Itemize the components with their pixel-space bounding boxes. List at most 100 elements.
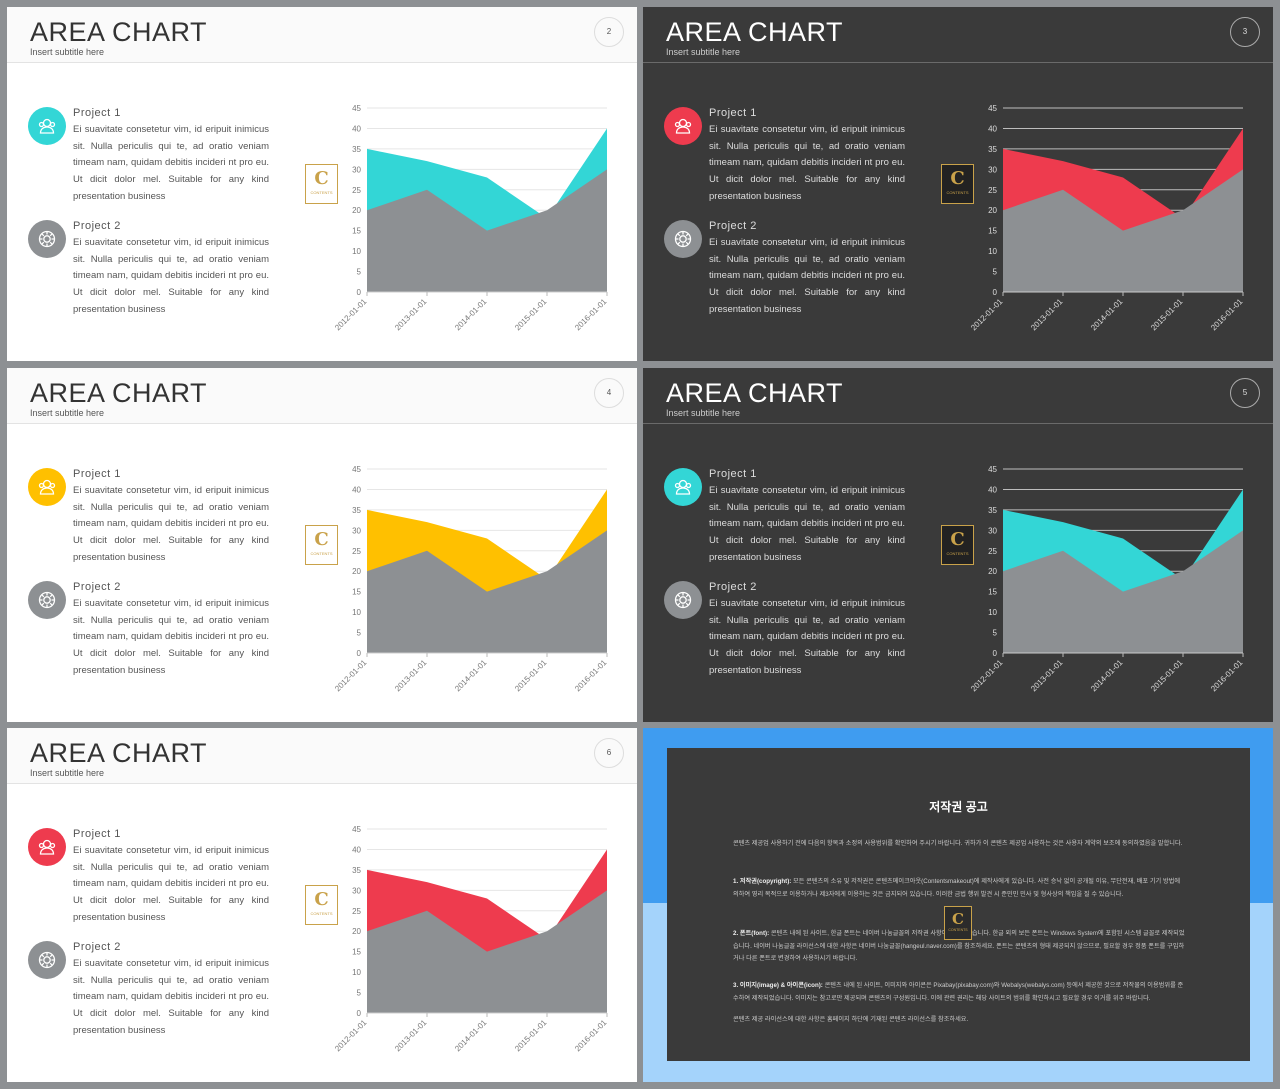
- users-icon: [28, 468, 66, 506]
- y-tick-label: 40: [988, 485, 997, 494]
- x-tick-label: 2013-01-01: [393, 658, 429, 694]
- project-name: Project 1: [709, 468, 757, 480]
- brand-logo: C CONTENTS: [305, 525, 338, 565]
- slide-title: AREA CHART: [30, 378, 208, 408]
- project-description: Ei suavitate consetetur vim, id eripuit …: [709, 237, 905, 315]
- y-tick-label: 40: [352, 845, 361, 854]
- x-tick-label: 2013-01-01: [1029, 658, 1065, 694]
- y-tick-label: 0: [993, 288, 998, 297]
- project-name: Project 2: [709, 220, 757, 232]
- area-series-2: [367, 890, 607, 1013]
- page-number: 5: [1230, 378, 1260, 408]
- slide-subtitle: Insert subtitle here: [30, 47, 105, 57]
- y-tick-label: 20: [988, 567, 997, 576]
- y-tick-label: 20: [352, 927, 361, 936]
- y-tick-label: 0: [993, 649, 998, 658]
- x-tick-label: 2016-01-01: [573, 297, 609, 333]
- notice-paragraph-1: 1. 저작권(copyright): 모든 콘텐츠의 소유 및 저작권은 콘텐츠…: [733, 878, 1181, 898]
- y-tick-label: 5: [357, 989, 362, 998]
- y-tick-label: 10: [352, 247, 361, 256]
- y-tick-label: 35: [352, 866, 361, 875]
- y-tick-label: 15: [352, 588, 361, 597]
- y-tick-label: 5: [357, 629, 362, 638]
- users-icon: [664, 468, 702, 506]
- project-name: Project 1: [73, 828, 121, 840]
- slide-header: AREA CHART Insert subtitle here 4: [7, 368, 637, 424]
- x-tick-label: 2012-01-01: [969, 297, 1005, 333]
- x-tick-label: 2012-01-01: [333, 658, 369, 694]
- page-number: 4: [594, 378, 624, 408]
- x-tick-label: 2012-01-01: [333, 1018, 369, 1054]
- brand-logo: C CONTENTS: [305, 164, 338, 204]
- y-tick-label: 15: [988, 227, 997, 236]
- users-icon: [28, 828, 66, 866]
- project-name: Project 2: [73, 941, 121, 953]
- area-chart: 0 5 10 15 20 25 30 35 40 45 2012-01-01 2013-01-01 20…: [969, 104, 1245, 333]
- brand-logo: C CONTENTS: [944, 906, 972, 940]
- project-description: Ei suavitate consetetur vim, id eripuit …: [73, 237, 269, 315]
- slide-subtitle: Insert subtitle here: [666, 47, 741, 57]
- page-number: 2: [594, 17, 624, 47]
- users-icon: [28, 107, 66, 145]
- notice-title: 저작권 공고: [929, 800, 988, 814]
- x-tick-label: 2013-01-01: [1029, 297, 1065, 333]
- x-tick-label: 2016-01-01: [1209, 658, 1245, 694]
- y-tick-label: 15: [988, 588, 997, 597]
- slide-subtitle: Insert subtitle here: [30, 408, 105, 418]
- x-tick-label: 2015-01-01: [513, 658, 549, 694]
- project-description: Ei suavitate consetetur vim, id eripuit …: [709, 124, 905, 202]
- y-tick-label: 30: [352, 886, 361, 895]
- project-description: Ei suavitate consetetur vim, id eripuit …: [73, 845, 269, 923]
- x-tick-label: 2015-01-01: [1149, 297, 1185, 333]
- y-tick-label: 10: [988, 247, 997, 256]
- slide-title: AREA CHART: [30, 17, 208, 47]
- project-name: Project 2: [709, 581, 757, 593]
- y-tick-label: 15: [352, 227, 361, 236]
- x-tick-label: 2014-01-01: [1089, 297, 1125, 333]
- area-chart-slide: AREA CHART Insert subtitle here 4 Project 1…: [7, 368, 637, 722]
- project-description: Ei suavitate consetetur vim, id eripuit …: [709, 485, 905, 563]
- brand-logo: C CONTENTS: [941, 164, 974, 204]
- slide-title: AREA CHART: [666, 378, 844, 408]
- x-tick-label: 2014-01-01: [453, 1018, 489, 1054]
- project-name: Project 2: [73, 581, 121, 593]
- notice-outro: 콘텐츠 제공 라이선스에 대한 사항은 홈페이지 하단에 기재된 콘텐츠 라이선…: [733, 1016, 969, 1023]
- y-tick-label: 15: [352, 948, 361, 957]
- slide-header: AREA CHART Insert subtitle here 6: [7, 728, 637, 784]
- y-tick-label: 20: [988, 206, 997, 215]
- slide-subtitle: Insert subtitle here: [30, 768, 105, 778]
- y-tick-label: 25: [352, 186, 361, 195]
- y-tick-label: 30: [988, 526, 997, 535]
- project-name: Project 1: [73, 468, 121, 480]
- project-description: Ei suavitate consetetur vim, id eripuit …: [73, 124, 269, 202]
- y-tick-label: 45: [988, 465, 997, 474]
- area-series-2: [367, 530, 607, 653]
- gear-icon: [28, 581, 66, 619]
- x-tick-label: 2013-01-01: [393, 1018, 429, 1054]
- project-description: Ei suavitate consetetur vim, id eripuit …: [73, 598, 269, 676]
- y-tick-label: 35: [352, 145, 361, 154]
- x-tick-label: 2012-01-01: [969, 658, 1005, 694]
- project-description: Ei suavitate consetetur vim, id eripuit …: [73, 958, 269, 1036]
- y-tick-label: 10: [988, 608, 997, 617]
- copyright-notice-slide: 저작권 공고 콘텐츠 제공업 사용하기 전에 다음의 항목과 소정의 사용범위를…: [643, 728, 1273, 1082]
- project-name: Project 2: [73, 220, 121, 232]
- y-tick-label: 45: [352, 825, 361, 834]
- x-tick-label: 2015-01-01: [513, 297, 549, 333]
- y-tick-label: 35: [988, 506, 997, 515]
- area-chart-slide: AREA CHART Insert subtitle here 3 Project 1…: [643, 7, 1273, 361]
- x-tick-label: 2014-01-01: [1089, 658, 1125, 694]
- x-tick-label: 2016-01-01: [573, 1018, 609, 1054]
- slide-header: AREA CHART Insert subtitle here 5: [643, 368, 1273, 424]
- y-tick-label: 40: [352, 485, 361, 494]
- y-tick-label: 25: [988, 547, 997, 556]
- x-tick-label: 2015-01-01: [1149, 658, 1185, 694]
- y-tick-label: 25: [352, 547, 361, 556]
- y-tick-label: 30: [988, 165, 997, 174]
- y-tick-label: 45: [352, 104, 361, 113]
- x-tick-label: 2012-01-01: [333, 297, 369, 333]
- slide-title: AREA CHART: [30, 738, 208, 768]
- y-tick-label: 45: [352, 465, 361, 474]
- y-tick-label: 40: [352, 124, 361, 133]
- project-name: Project 1: [73, 107, 121, 119]
